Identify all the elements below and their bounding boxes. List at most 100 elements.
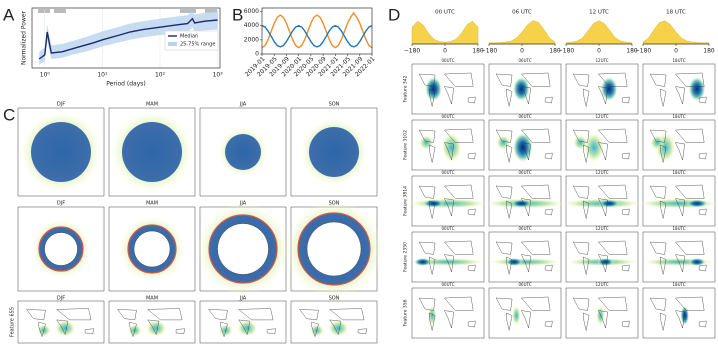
polar-map	[290, 107, 378, 197]
continent	[520, 128, 551, 143]
x-tick-label: 180	[472, 48, 484, 55]
continent	[495, 241, 513, 255]
map-title: 00UTC	[441, 58, 454, 63]
map-frame	[565, 231, 639, 283]
continent	[357, 328, 367, 334]
continent	[583, 256, 590, 275]
feature-blob	[422, 199, 445, 208]
world-map	[642, 231, 716, 283]
continent	[675, 254, 685, 273]
season-label: SON	[329, 102, 340, 108]
continent	[329, 308, 365, 321]
map-title: 18UTC	[672, 170, 685, 175]
feature-blob	[584, 132, 605, 163]
continent	[660, 200, 667, 219]
continent	[429, 88, 436, 107]
map-title: 06UTC	[518, 114, 531, 119]
continent	[621, 264, 630, 272]
continent	[521, 198, 531, 217]
continent	[266, 328, 276, 334]
feature-blob	[424, 76, 443, 102]
continent	[675, 310, 685, 329]
continent	[444, 254, 454, 273]
season-label: DJF	[57, 102, 65, 108]
continent	[660, 312, 667, 331]
x-tick-label: 180	[703, 48, 715, 55]
land-hole	[133, 230, 171, 268]
continent	[649, 241, 667, 255]
row-label: Feature 655	[10, 307, 16, 337]
season-label: JJA	[239, 201, 247, 207]
world-map	[411, 231, 485, 283]
feature-blob	[327, 319, 349, 337]
feature-blob	[496, 135, 511, 150]
continent	[572, 73, 590, 87]
map-title: 12UTC	[595, 170, 608, 175]
feature-blob	[505, 258, 523, 266]
continent	[649, 185, 667, 199]
world-map	[17, 300, 105, 344]
x-tick-label: 10³	[213, 72, 224, 79]
continent	[698, 96, 707, 104]
world-map	[565, 119, 639, 171]
continent	[598, 254, 608, 273]
feature-blob	[419, 135, 434, 150]
season-label: JJA	[239, 296, 247, 302]
season-label: SON	[329, 296, 340, 302]
world-map	[488, 231, 562, 283]
x-tick-label: 10¹	[97, 72, 108, 79]
continent	[583, 144, 590, 163]
range-band	[39, 11, 218, 65]
continent	[175, 328, 185, 334]
continent	[674, 72, 705, 87]
map-title: 18UTC	[672, 282, 685, 287]
polar-map	[197, 203, 289, 295]
continent	[597, 72, 628, 87]
continent	[597, 128, 628, 143]
world-map	[108, 300, 196, 344]
continent	[583, 200, 590, 219]
continent	[674, 184, 705, 199]
legend-label: 25-75% range	[180, 42, 215, 48]
map-frame	[565, 63, 639, 115]
continent	[311, 321, 319, 338]
map-title: 06UTC	[518, 58, 531, 63]
legend-swatch	[168, 42, 177, 46]
feature-blob	[236, 319, 258, 337]
panel-label: D	[388, 5, 400, 24]
feature-label: Feature 2350	[403, 242, 409, 272]
world-map	[290, 300, 378, 344]
feature-blob	[441, 132, 462, 163]
continent	[674, 296, 705, 311]
season-label: JJA	[239, 102, 247, 108]
continent	[429, 144, 436, 163]
continent	[520, 296, 551, 311]
map-title: 06UTC	[518, 170, 531, 175]
continent	[443, 128, 474, 143]
feature-blob	[414, 258, 432, 266]
continent	[583, 88, 590, 107]
continent	[621, 152, 630, 160]
continent	[418, 73, 436, 87]
world-map	[642, 287, 716, 339]
continent	[495, 185, 513, 199]
map-title: 12UTC	[595, 282, 608, 287]
map-title: 12UTC	[595, 226, 608, 231]
continent	[520, 72, 551, 87]
y-tick-label: 0	[255, 51, 259, 58]
y-axis-label: Normalized Power	[21, 10, 28, 65]
x-tick-label: −180	[558, 48, 575, 55]
map-title: 06UTC	[518, 226, 531, 231]
continent	[443, 72, 474, 87]
density-title: 00 UTC	[435, 10, 455, 16]
y-tick-label: 6000	[244, 8, 259, 15]
map-title: 00UTC	[441, 114, 454, 119]
continent	[238, 308, 274, 321]
continent	[544, 320, 553, 328]
continent	[520, 184, 551, 199]
polar-map	[108, 206, 196, 292]
feature-blob	[512, 305, 521, 326]
map-frame	[488, 287, 562, 339]
feature-blob	[596, 258, 615, 266]
